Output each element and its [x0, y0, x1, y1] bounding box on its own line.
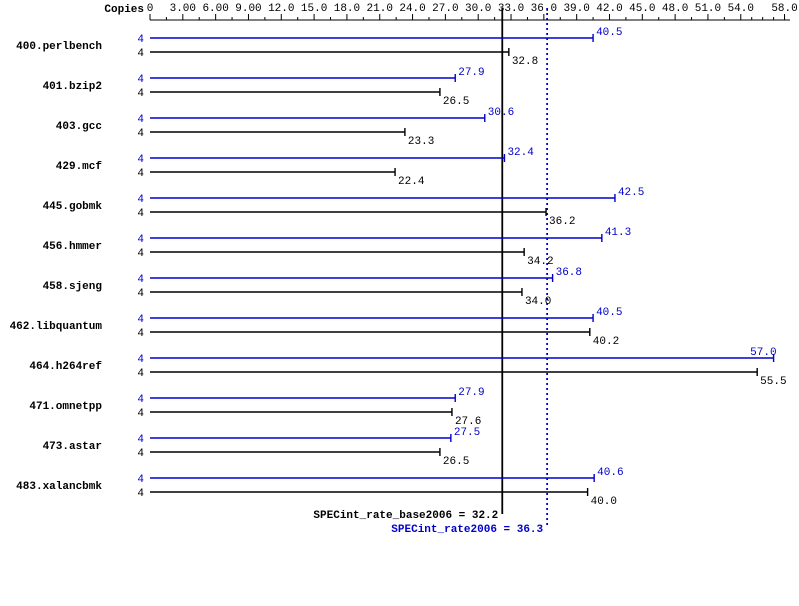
- x-tick-label: 33.0: [498, 3, 524, 15]
- benchmark-label: 400.perlbench: [16, 41, 102, 53]
- copies-base: 4: [137, 48, 144, 60]
- copies-base: 4: [137, 168, 144, 180]
- benchmark-label: 483.xalancbmk: [16, 481, 102, 493]
- x-tick-label: 36.0: [531, 3, 557, 15]
- copies-base: 4: [137, 328, 144, 340]
- benchmark-label: 445.gobmk: [43, 201, 103, 213]
- value-peak: 27.9: [458, 387, 484, 399]
- value-peak: 27.5: [454, 427, 480, 439]
- copies-base: 4: [137, 368, 144, 380]
- value-peak: 40.6: [597, 467, 623, 479]
- x-tick-label: 3.00: [170, 3, 196, 15]
- ref-label-peak: SPECint_rate2006 = 36.3: [391, 524, 543, 536]
- x-tick-label: 12.0: [268, 3, 294, 15]
- x-tick-label: 45.0: [629, 3, 655, 15]
- value-peak: 27.9: [458, 67, 484, 79]
- x-tick-label: 30.0: [465, 3, 491, 15]
- value-base: 40.2: [593, 336, 619, 348]
- benchmark-label: 456.hmmer: [43, 241, 102, 253]
- copies-base: 4: [137, 128, 144, 140]
- x-tick-label: 54.0: [728, 3, 754, 15]
- x-tick-label: 24.0: [399, 3, 425, 15]
- copies-base: 4: [137, 488, 144, 500]
- x-tick-label: 58.0: [771, 3, 797, 15]
- chart-svg: 0 3.00 6.00 9.00 12.0 15.0 18.0 21.0 24.0 27.0 30.…: [0, 0, 799, 606]
- value-base: 55.5: [760, 376, 786, 388]
- value-base: 26.5: [443, 96, 469, 108]
- copies-header: Copies: [104, 4, 144, 16]
- value-peak: 40.5: [596, 307, 622, 319]
- copies-peak: 4: [137, 34, 144, 46]
- copies-base: 4: [137, 208, 144, 220]
- x-tick-label: 18.0: [334, 3, 360, 15]
- value-base: 34.0: [525, 296, 551, 308]
- copies-base: 4: [137, 288, 144, 300]
- value-peak: 30.6: [488, 107, 514, 119]
- copies-base: 4: [137, 248, 144, 260]
- value-peak: 36.8: [556, 267, 582, 279]
- benchmark-label: 429.mcf: [56, 161, 103, 173]
- value-base: 26.5: [443, 456, 469, 468]
- copies-base: 4: [137, 408, 144, 420]
- benchmark-label: 403.gcc: [56, 121, 102, 133]
- copies-peak: 4: [137, 394, 144, 406]
- x-tick-label: 9.00: [235, 3, 261, 15]
- x-tick-label: 42.0: [596, 3, 622, 15]
- x-tick-label: 21.0: [367, 3, 393, 15]
- copies-peak: 4: [137, 274, 144, 286]
- value-base: 22.4: [398, 176, 425, 188]
- x-tick-label: 48.0: [662, 3, 688, 15]
- value-peak: 41.3: [605, 227, 631, 239]
- x-tick-label: 27.0: [432, 3, 458, 15]
- copies-peak: 4: [137, 154, 144, 166]
- value-base: 32.8: [512, 56, 538, 68]
- copies-base: 4: [137, 448, 144, 460]
- benchmark-label: 401.bzip2: [43, 81, 102, 93]
- copies-peak: 4: [137, 434, 144, 446]
- x-tick-label: 6.00: [202, 3, 228, 15]
- copies-peak: 4: [137, 314, 144, 326]
- value-peak: 42.5: [618, 187, 644, 199]
- copies-peak: 4: [137, 194, 144, 206]
- x-tick-label: 39.0: [563, 3, 589, 15]
- value-peak: 57.0: [750, 347, 776, 359]
- value-base: 34.2: [527, 256, 553, 268]
- value-peak: 32.4: [507, 147, 534, 159]
- value-base: 36.2: [549, 216, 575, 228]
- copies-peak: 4: [137, 114, 144, 126]
- benchmark-label: 458.sjeng: [43, 281, 102, 293]
- benchmark-label: 462.libquantum: [10, 321, 103, 333]
- x-tick-label: 51.0: [695, 3, 721, 15]
- spec-rate-chart: 0 3.00 6.00 9.00 12.0 15.0 18.0 21.0 24.0 27.0 30.…: [0, 0, 799, 606]
- ref-label-base: SPECint_rate_base2006 = 32.2: [313, 510, 498, 522]
- copies-peak: 4: [137, 234, 144, 246]
- copies-base: 4: [137, 88, 144, 100]
- benchmark-label: 464.h264ref: [29, 361, 102, 373]
- value-base: 40.0: [591, 496, 617, 508]
- copies-peak: 4: [137, 354, 144, 366]
- x-tick-label: 0: [147, 3, 154, 15]
- value-peak: 40.5: [596, 27, 622, 39]
- copies-peak: 4: [137, 474, 144, 486]
- x-tick-label: 15.0: [301, 3, 327, 15]
- benchmark-label: 473.astar: [43, 441, 102, 453]
- benchmark-label: 471.omnetpp: [29, 401, 102, 413]
- copies-peak: 4: [137, 74, 144, 86]
- value-base: 23.3: [408, 136, 434, 148]
